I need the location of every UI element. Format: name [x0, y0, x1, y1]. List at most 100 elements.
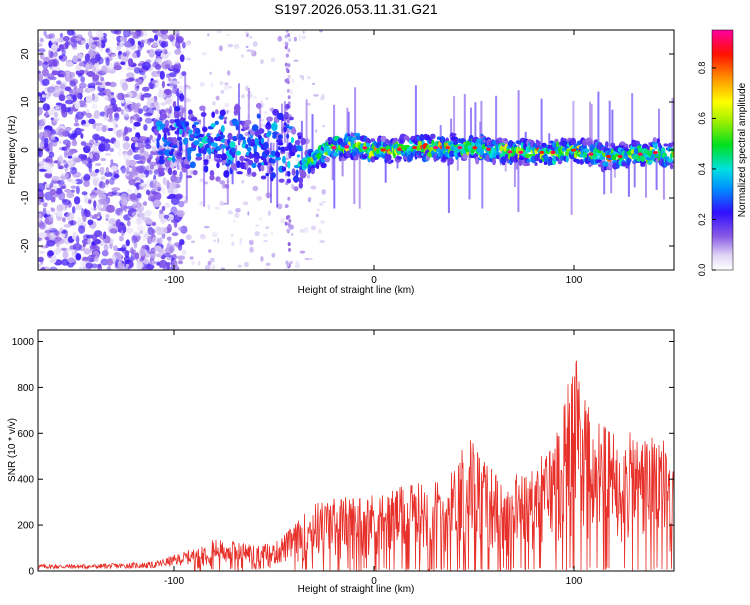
heatmap-cell — [71, 139, 78, 147]
heatmap-cell — [111, 254, 116, 262]
heatmap-cell — [197, 119, 201, 123]
heatmap-cell — [141, 182, 145, 187]
heatmap-cell — [53, 111, 59, 118]
heatmap-cell — [184, 75, 187, 138]
heatmap-cell — [223, 85, 229, 91]
heatmap-cell — [278, 178, 285, 183]
colorbar-label: Normalized spectral amplitude — [737, 82, 748, 217]
heatmap-cell — [333, 147, 336, 209]
heatmap-cell — [57, 156, 64, 165]
heatmap-cell — [227, 70, 231, 76]
heatmap-cell — [49, 182, 54, 188]
heatmap-cell — [344, 145, 350, 149]
heatmap-cell — [416, 145, 421, 151]
heatmap-cell — [296, 146, 303, 152]
heatmap-cell — [98, 181, 106, 189]
heatmap-cell — [284, 41, 288, 46]
heatmap-cell — [190, 116, 198, 122]
heatmap-cell — [280, 217, 286, 224]
heatmap-cell — [41, 78, 50, 86]
heatmap-cell — [151, 260, 157, 265]
heatmap-cell — [77, 128, 85, 132]
heatmap-cell — [242, 139, 247, 144]
heatmap-cell — [285, 215, 289, 220]
heatmap-cell — [656, 138, 661, 144]
heatmap-cell — [123, 30, 131, 38]
heatmap-cell — [38, 213, 42, 218]
heatmap-cell — [209, 71, 212, 75]
heatmap-cell — [366, 139, 372, 144]
heatmap-cell — [89, 152, 93, 159]
heatmap-cell — [129, 247, 134, 254]
heatmap-cell — [181, 107, 186, 114]
heatmap-cell — [122, 225, 126, 234]
heatmap-cell — [223, 116, 228, 121]
heatmap-cell — [87, 30, 93, 38]
heatmap-cell — [100, 176, 106, 181]
heatmap-cell — [61, 233, 66, 238]
heatmap-cell — [102, 32, 107, 39]
heatmap-cell — [88, 199, 92, 205]
heatmap-cell — [239, 239, 242, 246]
heatmap-cell — [73, 196, 81, 205]
heatmap-cell — [92, 74, 100, 81]
heatmap-cell — [235, 150, 242, 156]
heatmap-cell — [65, 172, 69, 180]
heatmap-cell — [142, 86, 150, 92]
heatmap-cell — [55, 105, 59, 110]
heatmap-cell — [66, 147, 71, 152]
heatmap-cell — [210, 123, 216, 128]
heatmap-cell — [139, 136, 148, 142]
heatmap-cell — [173, 64, 180, 69]
heatmap-cell — [163, 132, 167, 140]
heatmap-cell — [172, 68, 181, 73]
heatmap-cell — [605, 141, 609, 148]
heatmap-cell — [179, 93, 185, 102]
heatmap-cell — [215, 95, 220, 101]
heatmap-cell — [283, 126, 287, 133]
heatmap-cell — [49, 188, 56, 196]
heatmap-cell — [185, 234, 192, 240]
heatmap-cell — [58, 44, 64, 50]
heatmap-cell — [103, 138, 111, 143]
heatmap-cell — [171, 87, 179, 94]
heatmap-cell — [74, 84, 78, 92]
heatmap-cell — [310, 225, 317, 231]
heatmap-cell — [439, 125, 442, 148]
heatmap-cell — [440, 136, 444, 143]
heatmap-cell — [210, 82, 214, 87]
heatmap-cell — [208, 249, 212, 253]
heatmap-cell — [312, 82, 315, 85]
heatmap-cell — [212, 101, 216, 106]
x-tick-label: 0 — [371, 275, 377, 286]
heatmap-cell — [65, 99, 74, 105]
heatmap-cell — [125, 159, 130, 167]
heatmap-cell — [652, 137, 657, 143]
heatmap-cell — [602, 161, 609, 168]
heatmap-cell — [543, 161, 548, 166]
heatmap-cell — [145, 138, 150, 143]
heatmap-cell — [187, 153, 192, 162]
heatmap-cell — [53, 50, 58, 58]
heatmap-cell — [61, 80, 68, 85]
heatmap-cell — [157, 133, 162, 141]
heatmap-cell — [207, 33, 210, 37]
heatmap-cell — [240, 136, 246, 141]
x-tick-label: -100 — [164, 275, 184, 286]
heatmap-cell — [647, 160, 653, 165]
heatmap-cell — [663, 143, 668, 147]
heatmap-cell — [341, 147, 344, 177]
heatmap-cell — [127, 159, 137, 167]
heatmap-cell — [167, 157, 173, 161]
heatmap-cell — [301, 75, 304, 81]
heatmap-cell — [265, 97, 269, 100]
heatmap-cell — [214, 206, 220, 210]
heatmap-cell — [419, 133, 425, 142]
heatmap-cell — [141, 266, 149, 270]
heatmap-cell — [287, 48, 291, 53]
heatmap-cell — [110, 159, 114, 165]
heatmap-cell — [185, 57, 192, 61]
heatmap-cell — [284, 267, 289, 270]
y-tick-label: 200 — [17, 521, 34, 532]
heatmap-cell — [277, 142, 284, 146]
